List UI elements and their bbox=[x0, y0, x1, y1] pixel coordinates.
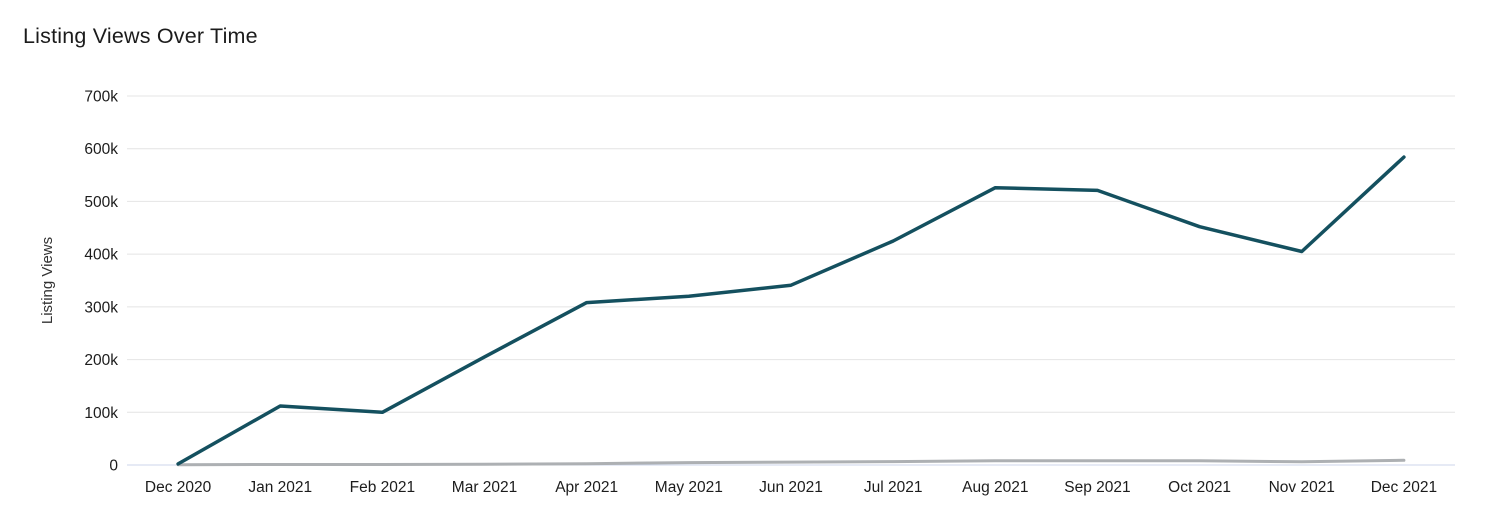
y-tick-label: 200k bbox=[84, 352, 118, 369]
x-tick-label: Jun 2021 bbox=[759, 479, 823, 496]
x-tick-label: Nov 2021 bbox=[1269, 479, 1335, 496]
x-tick-label: Mar 2021 bbox=[452, 479, 517, 496]
y-tick-label: 600k bbox=[84, 141, 118, 158]
y-tick-label: 100k bbox=[84, 405, 118, 422]
x-tick-label: Dec 2021 bbox=[1371, 479, 1437, 496]
y-tick-label: 300k bbox=[84, 299, 118, 316]
x-tick-label: Dec 2020 bbox=[145, 479, 212, 496]
x-tick-label: Jan 2021 bbox=[248, 479, 312, 496]
y-axis-title: Listing Views bbox=[39, 237, 56, 324]
y-tick-label: 400k bbox=[84, 247, 118, 264]
x-tick-label: May 2021 bbox=[655, 479, 723, 496]
x-tick-label: Oct 2021 bbox=[1168, 479, 1231, 496]
y-tick-label: 500k bbox=[84, 194, 118, 211]
x-tick-label: Feb 2021 bbox=[350, 479, 416, 496]
x-tick-label: Aug 2021 bbox=[962, 479, 1028, 496]
secondary-line bbox=[176, 458, 1406, 467]
chart-title: Listing Views Over Time bbox=[23, 24, 258, 48]
y-tick-label: 700k bbox=[84, 89, 118, 106]
y-tick-label: 0 bbox=[109, 458, 118, 475]
x-tick-label: Apr 2021 bbox=[555, 479, 618, 496]
x-tick-label: Sep 2021 bbox=[1064, 479, 1130, 496]
listing-views-line bbox=[176, 155, 1406, 466]
x-tick-label: Jul 2021 bbox=[864, 479, 923, 496]
